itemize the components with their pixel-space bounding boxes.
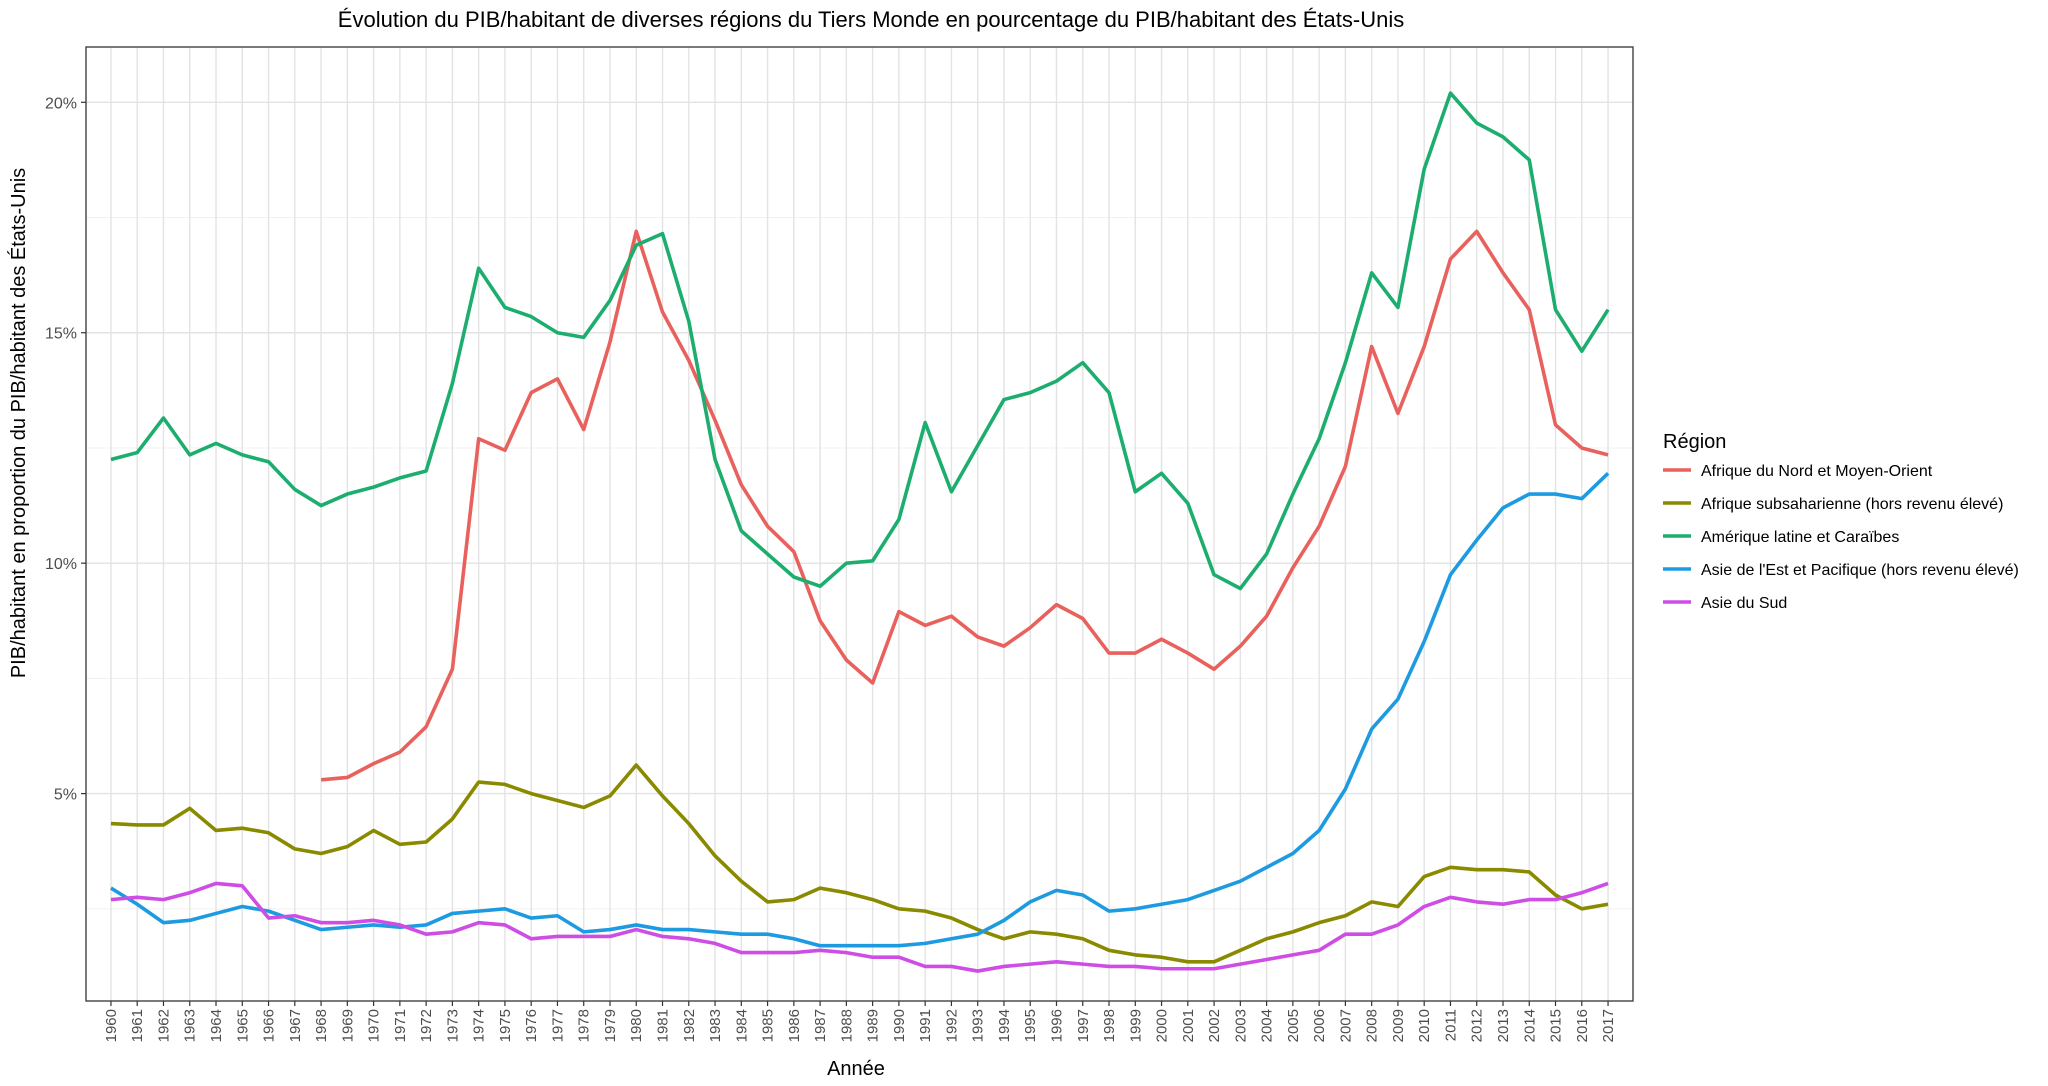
x-tick-label: 1990 bbox=[891, 1009, 908, 1042]
y-tick-label: 20% bbox=[45, 95, 77, 112]
x-tick-label: 2013 bbox=[1495, 1009, 1512, 1042]
x-tick-label: 2017 bbox=[1600, 1009, 1617, 1042]
x-tick-label: 1965 bbox=[234, 1009, 251, 1042]
y-tick-label: 15% bbox=[45, 326, 77, 343]
x-tick-label: 2012 bbox=[1469, 1009, 1486, 1042]
x-tick-label: 2004 bbox=[1259, 1009, 1276, 1042]
x-tick-label: 1972 bbox=[418, 1009, 435, 1042]
x-tick-label: 2011 bbox=[1442, 1009, 1459, 1041]
x-tick-label: 1974 bbox=[471, 1009, 488, 1042]
x-tick-label: 1967 bbox=[287, 1009, 304, 1042]
x-tick-label: 1984 bbox=[733, 1009, 750, 1042]
chart-title: Évolution du PIB/habitant de diverses ré… bbox=[338, 7, 1404, 32]
x-tick-label: 2010 bbox=[1416, 1009, 1433, 1042]
x-tick-label: 1966 bbox=[261, 1009, 278, 1042]
x-tick-label: 2016 bbox=[1574, 1009, 1591, 1042]
x-tick-label: 1998 bbox=[1101, 1009, 1118, 1042]
panel-background bbox=[86, 47, 1633, 1001]
x-tick-label: 2007 bbox=[1337, 1009, 1354, 1042]
x-tick-label: 1987 bbox=[812, 1009, 829, 1042]
x-tick-label: 1992 bbox=[943, 1009, 960, 1042]
x-tick-label: 1960 bbox=[103, 1009, 120, 1042]
x-tick-label: 1976 bbox=[523, 1009, 540, 1042]
legend-label-1: Afrique du Nord et Moyen-Orient bbox=[1701, 463, 1933, 480]
legend-title: Région bbox=[1663, 431, 1726, 453]
y-tick-label: 5% bbox=[54, 787, 77, 804]
series-lines bbox=[85, 46, 1634, 1002]
x-tick-label: 1986 bbox=[786, 1009, 803, 1042]
x-tick-label: 1982 bbox=[681, 1009, 698, 1042]
x-tick-label: 2003 bbox=[1232, 1009, 1249, 1042]
x-tick-label: 1991 bbox=[917, 1009, 934, 1042]
x-tick-label: 1996 bbox=[1048, 1009, 1065, 1042]
x-tick-label: 2006 bbox=[1311, 1009, 1328, 1042]
x-tick-label: 2001 bbox=[1180, 1009, 1197, 1042]
x-tick-label: 1993 bbox=[970, 1009, 987, 1042]
legend-label-4: Asie de l'Est et Pacifique (hors revenu … bbox=[1701, 562, 2019, 579]
panel-border bbox=[85, 46, 1634, 1002]
x-tick-label: 1969 bbox=[339, 1009, 356, 1042]
x-tick-label: 1997 bbox=[1075, 1009, 1092, 1042]
x-tick-label: 2000 bbox=[1154, 1009, 1171, 1042]
x-tick-label: 1989 bbox=[865, 1009, 882, 1042]
x-tick-label: 1979 bbox=[602, 1009, 619, 1042]
x-tick-label: 1962 bbox=[155, 1009, 172, 1042]
x-tick-label: 2009 bbox=[1390, 1009, 1407, 1042]
legend-label-2: Afrique subsaharienne (hors revenu élevé… bbox=[1701, 496, 2003, 513]
x-tick-label: 1963 bbox=[182, 1009, 199, 1042]
x-tick-label: 1999 bbox=[1127, 1009, 1144, 1042]
series-line-5 bbox=[110, 881, 1609, 973]
plot-panel bbox=[86, 47, 1633, 1001]
x-tick-label: 1973 bbox=[444, 1009, 461, 1042]
x-tick-label: 1961 bbox=[129, 1009, 146, 1042]
series-line-3 bbox=[110, 91, 1610, 591]
x-tick-label: 2008 bbox=[1364, 1009, 1381, 1042]
y-tick-label: 10% bbox=[45, 556, 77, 573]
x-tick-label: 1988 bbox=[838, 1009, 855, 1042]
legend-label-5: Asie du Sud bbox=[1701, 595, 1787, 612]
x-tick-label: 1983 bbox=[707, 1009, 724, 1042]
legend-label-3: Amérique latine et Caraïbes bbox=[1701, 529, 1899, 546]
x-tick-label: 1985 bbox=[760, 1009, 777, 1042]
series-line-2 bbox=[110, 763, 1609, 964]
x-axis-title: Année bbox=[827, 1058, 885, 1080]
legend: Région Afrique du Nord et Moyen-Orient Af… bbox=[1663, 431, 2019, 612]
x-tick-label: 2005 bbox=[1285, 1009, 1302, 1042]
x-tick-label: 1981 bbox=[655, 1009, 672, 1042]
x-axis: 1960 1961 1962 1963 1964 1965 1966 1967 1968 1969… bbox=[103, 1001, 1617, 1042]
x-tick-label: 2002 bbox=[1206, 1009, 1223, 1042]
x-tick-label: 1968 bbox=[313, 1009, 330, 1042]
y-axis-title: PIB/habitant en proportion du PIB/habita… bbox=[7, 168, 30, 678]
x-tick-label: 1994 bbox=[996, 1009, 1013, 1042]
series-line-4 bbox=[110, 472, 1610, 948]
series-line-1 bbox=[320, 229, 1609, 782]
x-tick-label: 1971 bbox=[392, 1009, 409, 1042]
x-tick-label: 1978 bbox=[576, 1009, 593, 1042]
y-axis: 5% 10% 15% 20% bbox=[45, 95, 86, 804]
x-tick-label: 1970 bbox=[366, 1009, 383, 1042]
x-tick-label: 1975 bbox=[497, 1009, 514, 1042]
x-tick-label: 1995 bbox=[1022, 1009, 1039, 1042]
x-tick-label: 2015 bbox=[1548, 1009, 1565, 1042]
x-tick-label: 1964 bbox=[208, 1009, 225, 1042]
x-tick-label: 1977 bbox=[549, 1009, 566, 1042]
x-tick-label: 1980 bbox=[628, 1009, 645, 1042]
x-tick-label: 2014 bbox=[1521, 1009, 1538, 1042]
